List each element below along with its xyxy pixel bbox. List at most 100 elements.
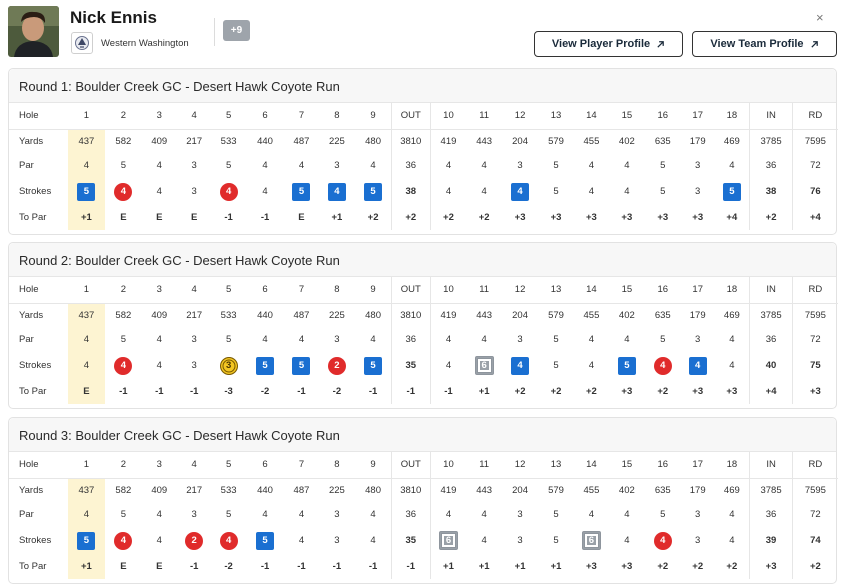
yards-cell: 7595 xyxy=(791,303,838,328)
birdie-marker: 4 xyxy=(114,356,133,375)
player-name: Nick Ennis xyxy=(70,8,157,27)
hole-cell: 10 xyxy=(429,452,467,479)
view-team-profile-button[interactable]: View Team Profile xyxy=(692,31,837,57)
yards-cell: 7595 xyxy=(791,129,838,154)
close-icon[interactable]: × xyxy=(816,10,824,25)
yards-cell: 217 xyxy=(186,310,203,322)
hole-cell: 17 xyxy=(681,452,715,479)
hole-cell: 18 xyxy=(714,277,750,304)
bogey-marker: 5 xyxy=(77,531,96,550)
par-cell: 3 xyxy=(334,334,340,346)
hole-cell: 9 xyxy=(355,452,392,479)
stroke-cell: 3 xyxy=(695,186,701,198)
hole-cell: 18 xyxy=(714,452,750,479)
more-teams-badge[interactable]: +9 xyxy=(223,20,250,41)
hole-cell: OUT xyxy=(391,103,430,130)
strokes-row: Strokes 5 4 4 3 4 4 5 4 5 38 4 4 4 5 4 4 5 3 5 38 76 xyxy=(9,178,838,206)
dbogey-marker: 6 xyxy=(581,531,601,551)
school-name: Western Washington xyxy=(101,38,189,49)
hole-cell: 15 xyxy=(609,103,645,130)
yards-row: Yards 437 582 409 217 533 440 487 225 480 3810 419 4… xyxy=(9,478,838,503)
hole-cell: 12 xyxy=(501,103,539,130)
stroke-cell: 5 xyxy=(284,178,318,205)
yards-label: Yards xyxy=(19,310,44,322)
bogey-marker: 5 xyxy=(292,356,311,375)
to-par-cell: +2 xyxy=(550,385,562,397)
yards-cell: 3785 xyxy=(749,129,793,154)
round-title: Round 3: Boulder Creek GC - Desert Hawk … xyxy=(19,428,340,443)
hole-cell: 4 xyxy=(177,452,212,479)
par-cell: 4 xyxy=(370,160,376,172)
hole-row: Hole 1 2 3 4 5 6 7 8 9 OUT 10 11 12 13 14 15 16 17 18 IN RD xyxy=(9,452,838,479)
yards-label: Yards xyxy=(19,136,44,148)
hole-cell: 8 xyxy=(318,452,356,479)
strokes-row: Strokes 4 4 4 3 3 5 5 2 5 35 4 6 4 5 4 5 4 4 4 40 75 xyxy=(9,352,838,380)
yards-cell: 635 xyxy=(654,485,671,497)
stroke-cell: 5 xyxy=(553,186,559,198)
round-title: Round 1: Boulder Creek GC - Desert Hawk … xyxy=(19,79,340,94)
view-player-profile-button[interactable]: View Player Profile xyxy=(534,31,683,57)
hole-cell: 12 xyxy=(501,452,539,479)
stroke-cell: 4 xyxy=(502,178,538,205)
strokes-label: Strokes xyxy=(19,360,52,372)
yards-cell: 487 xyxy=(293,310,310,322)
stroke-cell: 5 xyxy=(714,178,749,205)
to-par-cell: +3 xyxy=(726,385,738,397)
hole-cell: 1 xyxy=(67,103,106,130)
yards-row: Yards 437 582 409 217 533 440 487 225 480 3810 419 4… xyxy=(9,303,838,328)
par-cell: 4 xyxy=(67,327,106,353)
par-cell: 3 xyxy=(191,509,197,521)
par-cell: 36 xyxy=(391,327,430,353)
par-cell: 4 xyxy=(262,160,268,172)
yards-cell: 579 xyxy=(548,136,564,148)
stroke-cell: 6 xyxy=(574,527,609,554)
arrow-up-right-icon xyxy=(810,40,818,48)
to-par-cell: +2 xyxy=(429,205,467,230)
yards-cell: 469 xyxy=(723,485,740,497)
bogey-marker: 5 xyxy=(256,356,275,375)
yards-cell: 225 xyxy=(328,485,345,497)
yards-cell: 440 xyxy=(257,485,273,497)
stroke-cell: 4 xyxy=(624,535,630,547)
par-cell: 4 xyxy=(156,334,162,346)
stroke-cell: 4 xyxy=(588,360,595,372)
hole-row: Hole 1 2 3 4 5 6 7 8 9 OUT 10 11 12 13 14 15 16 17 18 IN RD xyxy=(9,277,838,304)
to-par-cell: +2 xyxy=(478,211,490,223)
yards-cell: 3785 xyxy=(749,303,793,328)
stroke-cell: 35 xyxy=(391,527,430,555)
hole-cell: 5 xyxy=(211,277,246,304)
to-par-cell: +3 xyxy=(692,385,704,397)
to-par-cell: +2 xyxy=(391,205,430,230)
to-par-cell: E xyxy=(156,560,163,572)
scorecard-table: Hole 1 2 3 4 5 6 7 8 9 OUT 10 11 12 13 14 15 16 17 18 IN RD Ya… xyxy=(9,277,838,404)
to-par-cell: -1 xyxy=(332,560,342,572)
topar-row: To Par +1 E E E -1 -1 E +1 +2 +2 +2 +2 +3 +3 +3 +3 +3 +3 +4… xyxy=(9,205,838,230)
scorecard-table: Hole 1 2 3 4 5 6 7 8 9 OUT 10 11 12 13 14 15 16 17 18 IN RD Ya… xyxy=(9,103,838,230)
yards-cell: 204 xyxy=(512,485,528,497)
hole-cell: OUT xyxy=(391,277,430,304)
hole-cell: 6 xyxy=(245,103,285,130)
hole-cell: 17 xyxy=(681,277,715,304)
hole-cell: 6 xyxy=(245,277,285,304)
yards-cell: 402 xyxy=(618,136,635,148)
round-card: Round 1: Boulder Creek GC - Desert Hawk … xyxy=(8,68,838,235)
hole-cell: 7 xyxy=(284,452,319,479)
to-par-cell: -1 xyxy=(368,560,378,572)
par-cell: 4 xyxy=(624,334,630,346)
round-card: Round 2: Boulder Creek GC - Desert Hawk … xyxy=(8,242,838,409)
to-par-cell: +2 xyxy=(692,560,704,572)
yards-cell: 533 xyxy=(220,310,237,322)
stroke-cell: 3 xyxy=(191,186,197,198)
par-cell: 4 xyxy=(729,509,735,521)
yards-cell: 419 xyxy=(429,303,467,328)
par-cell: 5 xyxy=(120,160,126,172)
yards-cell: 480 xyxy=(365,485,381,497)
stroke-cell: 3 xyxy=(695,535,701,547)
to-par-cell: +3 xyxy=(657,211,669,223)
yards-cell: 487 xyxy=(293,136,310,148)
par-cell: 5 xyxy=(553,509,559,521)
stroke-cell: 4 xyxy=(502,352,538,379)
stroke-cell: 2 xyxy=(319,352,355,379)
bogey-marker: 5 xyxy=(364,182,383,201)
stroke-cell: 5 xyxy=(660,186,666,198)
